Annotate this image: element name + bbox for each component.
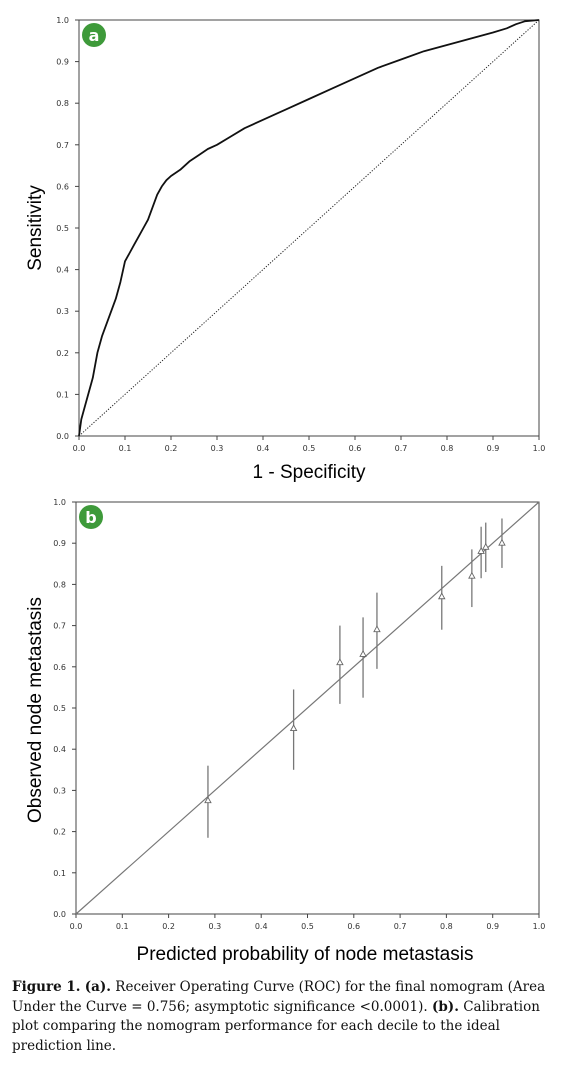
panel-letter: b (85, 508, 96, 527)
x-tick-label: 0.9 (487, 444, 500, 453)
x-tick-label: 0.8 (441, 444, 454, 453)
x-tick-label: 0.8 (440, 922, 453, 931)
x-tick-label: 0.9 (486, 922, 499, 931)
x-axis-label: 1 - Specificity (253, 462, 366, 483)
calibration-point (481, 542, 490, 550)
y-tick-label: 0.6 (53, 663, 66, 672)
calibration-point (373, 625, 381, 633)
figure-caption: Figure 1. (a). Receiver Operating Curve … (12, 978, 554, 1056)
x-tick-label: 0.0 (73, 444, 86, 453)
caption-part-b: (b). (431, 998, 459, 1015)
x-tick-label: 0.1 (116, 922, 129, 931)
calibration-point (498, 538, 506, 546)
diagonal-reference-line (78, 19, 540, 437)
calibration-point (438, 592, 446, 600)
x-tick-label: 0.4 (257, 444, 270, 453)
x-tick-label: 0.7 (394, 922, 407, 931)
calibration-point (477, 547, 485, 554)
y-tick-label: 0.0 (53, 910, 66, 919)
y-tick-label: 0.6 (56, 182, 69, 191)
roc-panel: 0.0 0.1 0.2 0.3 0.4 0.5 0.6 0.7 0.8 0.9 1.0 0.0 0.1… (25, 16, 545, 483)
x-tick-group: 0.0 0.1 0.2 0.3 0.4 0.5 0.6 0.7 0.8 0.9 1.0 (70, 914, 546, 931)
x-tick-group: 0.0 0.1 0.2 0.3 0.4 0.5 0.6 0.7 0.8 0.9 1.0 (73, 436, 546, 453)
y-tick-label: 0.8 (53, 580, 66, 589)
y-tick-label: 0.4 (56, 266, 69, 275)
y-tick-group: 0.0 0.1 0.2 0.3 0.4 0.5 0.6 0.7 0.8 0.9 1.0 (56, 16, 79, 441)
caption-text-b: Calibration plot comparing the nomogram … (12, 998, 540, 1054)
x-tick-label: 0.2 (162, 922, 175, 931)
x-tick-label: 0.5 (303, 444, 316, 453)
figure: 0.0 0.1 0.2 0.3 0.4 0.5 0.6 0.7 0.8 0.9 1.0 0.0 0.1… (25, 16, 545, 965)
x-tick-label: 0.0 (70, 922, 83, 931)
y-tick-label: 0.9 (56, 58, 69, 67)
caption-label: Figure 1. (12, 979, 81, 995)
y-tick-group: 0.0 0.1 0.2 0.3 0.4 0.5 0.6 0.7 0.8 0.9 1.0 (53, 498, 76, 919)
x-tick-label: 1.0 (533, 922, 546, 931)
calibration-panel: 0.0 0.1 0.2 0.3 0.4 0.5 0.6 0.7 0.8 0.9 1.0 0.0 0.1… (25, 498, 545, 965)
x-tick-label: 0.6 (349, 444, 362, 453)
x-tick-label: 0.4 (255, 922, 268, 931)
calibration-point (359, 650, 367, 657)
x-tick-label: 1.0 (533, 444, 546, 453)
series-group (78, 19, 540, 437)
panel-badge (82, 23, 106, 47)
calibration-point (289, 724, 298, 732)
y-tick-label: 0.8 (56, 99, 69, 108)
y-axis-label: Observed node metastasis (25, 597, 46, 823)
y-axis-label: Sensitivity (25, 185, 46, 271)
y-tick-label: 0.3 (53, 786, 66, 795)
panel-badge (79, 505, 103, 529)
x-tick-label: 0.3 (209, 922, 222, 931)
y-tick-label: 0.1 (56, 390, 69, 399)
y-tick-label: 0.7 (53, 622, 66, 631)
series-group (75, 501, 540, 915)
y-tick-label: 0.3 (56, 307, 69, 316)
x-axis-label: Predicted probability of node metastasis (137, 944, 474, 965)
y-tick-label: 0.2 (53, 828, 66, 837)
caption-part-a: (a). (84, 979, 111, 995)
panel-letter: a (89, 26, 100, 45)
x-tick-label: 0.2 (165, 444, 178, 453)
y-tick-label: 0.4 (53, 745, 66, 754)
y-tick-label: 0.5 (53, 704, 66, 713)
calibration-point (336, 658, 344, 666)
y-tick-label: 0.7 (56, 141, 69, 150)
y-tick-label: 1.0 (56, 16, 69, 25)
x-tick-label: 0.6 (347, 922, 360, 931)
calibration-point (204, 796, 212, 804)
y-tick-label: 0.9 (53, 539, 66, 548)
x-tick-label: 0.1 (119, 444, 132, 453)
y-tick-label: 0.0 (56, 432, 69, 441)
x-tick-label: 0.5 (301, 922, 314, 931)
y-tick-label: 1.0 (53, 498, 66, 507)
ideal-prediction-line (75, 501, 540, 915)
calibration-point (468, 571, 476, 579)
roc-curve-line (78, 19, 540, 437)
x-tick-label: 0.7 (395, 444, 408, 453)
x-tick-label: 0.3 (211, 444, 224, 453)
caption-text-a: Receiver Operating Curve (ROC) for the f… (12, 979, 546, 1015)
y-tick-label: 0.1 (53, 869, 66, 878)
y-tick-label: 0.5 (56, 224, 69, 233)
y-tick-label: 0.2 (56, 349, 69, 358)
